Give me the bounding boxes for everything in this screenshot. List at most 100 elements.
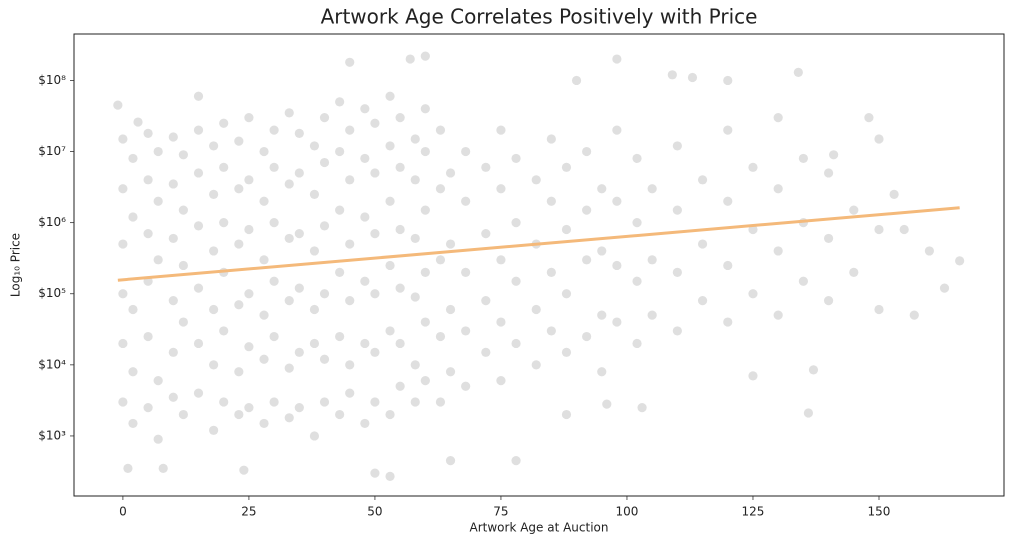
- point: [773, 310, 783, 320]
- point: [294, 168, 304, 178]
- point: [244, 342, 254, 352]
- point: [496, 376, 506, 386]
- point: [345, 296, 355, 306]
- point: [360, 418, 370, 429]
- point: [496, 255, 506, 265]
- point: [496, 184, 506, 194]
- point: [445, 239, 456, 249]
- point: [496, 317, 506, 327]
- point: [461, 381, 471, 391]
- point: [168, 392, 178, 402]
- point: [168, 296, 178, 306]
- point: [209, 304, 219, 315]
- point: [435, 397, 446, 407]
- point: [939, 283, 950, 293]
- point: [284, 108, 294, 118]
- x-tick-label: 0: [119, 505, 127, 519]
- point: [723, 196, 733, 206]
- point: [269, 276, 279, 286]
- y-tick-label: $10⁴: [38, 357, 66, 371]
- y-tick-label: $10⁵: [38, 286, 66, 300]
- point: [345, 57, 355, 67]
- y-tick-label: $10⁷: [38, 144, 66, 158]
- point: [193, 125, 204, 135]
- point: [335, 409, 345, 420]
- point: [511, 456, 521, 466]
- point: [153, 196, 163, 206]
- point: [294, 403, 304, 413]
- point: [319, 221, 330, 231]
- point: [955, 256, 965, 266]
- point: [385, 471, 395, 481]
- point: [209, 360, 219, 370]
- point: [395, 162, 405, 172]
- x-tick-label: 150: [868, 505, 891, 519]
- point: [143, 403, 153, 413]
- point: [445, 456, 456, 466]
- point: [143, 229, 153, 239]
- point: [420, 317, 430, 327]
- point: [370, 118, 380, 128]
- point: [597, 310, 607, 320]
- point: [435, 184, 446, 194]
- point: [370, 468, 380, 478]
- point: [874, 224, 884, 235]
- point: [723, 125, 733, 135]
- point: [481, 347, 491, 357]
- point: [294, 229, 304, 239]
- point: [798, 276, 808, 286]
- point: [178, 205, 188, 215]
- point: [481, 162, 491, 172]
- point: [561, 162, 572, 172]
- point: [637, 403, 647, 413]
- point: [209, 141, 219, 151]
- point: [128, 367, 138, 377]
- point: [128, 418, 138, 429]
- point: [123, 463, 133, 473]
- point: [244, 113, 254, 123]
- point: [309, 189, 320, 199]
- point: [219, 326, 229, 336]
- point: [294, 283, 304, 293]
- point: [309, 246, 320, 256]
- point: [193, 388, 204, 398]
- point: [511, 218, 521, 228]
- point: [632, 218, 642, 228]
- point: [113, 100, 123, 110]
- point: [269, 397, 279, 407]
- point: [209, 189, 219, 199]
- point: [370, 229, 380, 239]
- point: [561, 289, 572, 299]
- trend-line: [117, 206, 960, 282]
- point: [461, 326, 471, 336]
- point: [234, 136, 244, 146]
- point: [345, 239, 355, 249]
- point: [461, 146, 471, 157]
- point: [385, 260, 395, 271]
- point: [435, 331, 446, 342]
- point: [773, 184, 783, 194]
- point: [209, 425, 219, 435]
- point: [435, 125, 446, 135]
- point: [385, 326, 395, 336]
- point: [481, 229, 491, 239]
- point: [118, 338, 128, 349]
- point: [385, 196, 395, 206]
- point: [284, 363, 294, 373]
- point: [128, 304, 138, 315]
- point: [370, 397, 380, 407]
- point: [697, 175, 708, 185]
- point: [360, 276, 370, 286]
- point: [395, 381, 405, 391]
- point: [909, 310, 919, 320]
- point: [612, 317, 622, 327]
- point: [269, 218, 279, 228]
- point: [582, 331, 592, 342]
- point: [128, 212, 138, 222]
- y-tick-label: $10⁸: [38, 73, 66, 87]
- point: [420, 267, 430, 277]
- point: [153, 434, 163, 444]
- point: [309, 141, 320, 151]
- point: [647, 255, 657, 265]
